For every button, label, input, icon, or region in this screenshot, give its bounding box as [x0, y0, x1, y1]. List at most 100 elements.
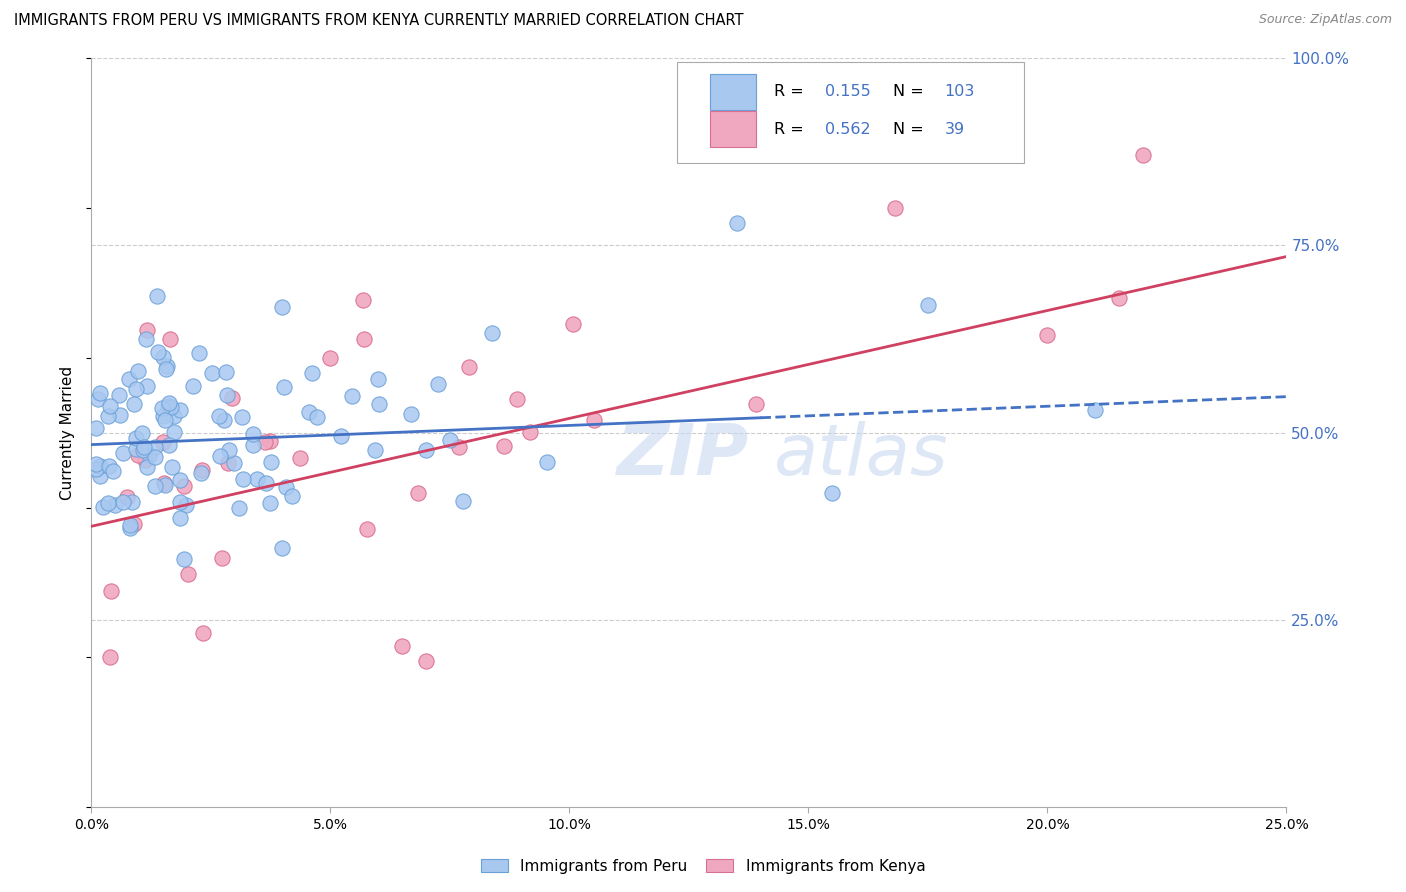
Point	[127, 364, 149, 378]
Point	[353, 332, 375, 346]
Point	[208, 409, 231, 424]
Point	[212, 413, 235, 427]
Point	[152, 350, 174, 364]
Point	[101, 464, 124, 478]
Point	[415, 654, 437, 668]
Point	[107, 388, 129, 402]
Point	[153, 475, 176, 490]
Legend: Immigrants from Peru, Immigrants from Kenya: Immigrants from Peru, Immigrants from Ke…	[474, 853, 932, 880]
Point	[111, 446, 134, 460]
Point	[131, 425, 153, 440]
Point	[270, 541, 292, 555]
Point	[221, 391, 243, 405]
Point	[163, 409, 186, 423]
Point	[427, 377, 450, 392]
Point	[176, 566, 198, 581]
Point	[135, 379, 157, 393]
Point	[246, 472, 269, 486]
Point	[84, 458, 107, 472]
Point	[201, 367, 224, 381]
Point	[884, 201, 907, 215]
Point	[342, 389, 364, 403]
Text: 0.155: 0.155	[825, 84, 870, 99]
Point	[367, 372, 389, 386]
Point	[254, 475, 277, 490]
Point	[135, 332, 157, 346]
Point	[181, 378, 204, 392]
Point	[124, 382, 146, 396]
Point	[1108, 291, 1130, 305]
Point	[91, 500, 114, 514]
Point	[89, 469, 111, 483]
Point	[193, 626, 215, 640]
Point	[259, 434, 281, 448]
Point	[536, 455, 558, 469]
Point	[100, 399, 122, 413]
Point	[352, 293, 374, 307]
Point	[356, 522, 378, 536]
FancyBboxPatch shape	[678, 62, 1024, 163]
Point	[118, 521, 141, 535]
Point	[169, 402, 191, 417]
Point	[1036, 328, 1059, 343]
Point	[156, 399, 179, 413]
Point	[169, 510, 191, 524]
Point	[98, 458, 121, 473]
Point	[439, 433, 461, 447]
Text: N =: N =	[893, 84, 929, 99]
Point	[254, 434, 277, 449]
Point	[115, 490, 138, 504]
Point	[134, 441, 156, 455]
Point	[301, 366, 323, 380]
Point	[153, 413, 176, 427]
Point	[160, 460, 183, 475]
Point	[104, 498, 127, 512]
Point	[191, 463, 214, 477]
Point	[917, 298, 939, 312]
Point	[280, 489, 302, 503]
Point	[155, 362, 177, 376]
Point	[260, 455, 283, 469]
Point	[146, 345, 169, 359]
Point	[415, 442, 437, 457]
Point	[228, 501, 250, 516]
Point	[406, 485, 429, 500]
Point	[89, 458, 111, 473]
Text: R =: R =	[773, 121, 808, 136]
Point	[120, 518, 142, 533]
Point	[152, 434, 174, 449]
Point	[232, 472, 254, 486]
Text: ZIP: ZIP	[616, 421, 748, 490]
Point	[143, 440, 166, 454]
Point	[125, 442, 148, 457]
Point	[176, 498, 198, 512]
Text: atlas: atlas	[772, 421, 948, 490]
Point	[211, 551, 233, 566]
Point	[494, 439, 516, 453]
Text: 39: 39	[945, 121, 965, 136]
Point	[152, 401, 174, 415]
Point	[363, 443, 385, 458]
Point	[108, 408, 131, 422]
Point	[270, 300, 292, 314]
Point	[273, 380, 295, 394]
Point	[218, 443, 240, 458]
Y-axis label: Currently Married: Currently Married	[60, 366, 76, 500]
Point	[217, 456, 239, 470]
Text: 103: 103	[945, 84, 976, 99]
Point	[231, 410, 253, 425]
Text: IMMIGRANTS FROM PERU VS IMMIGRANTS FROM KENYA CURRENTLY MARRIED CORRELATION CHAR: IMMIGRANTS FROM PERU VS IMMIGRANTS FROM …	[14, 13, 744, 29]
Point	[145, 450, 167, 465]
Point	[84, 461, 107, 475]
Point	[146, 289, 169, 303]
Text: 0.562: 0.562	[825, 121, 870, 136]
Text: N =: N =	[893, 121, 929, 136]
Point	[156, 359, 179, 373]
Point	[259, 496, 281, 510]
Point	[457, 360, 479, 375]
Point	[153, 477, 176, 491]
Point	[97, 496, 120, 510]
Point	[305, 409, 328, 424]
Point	[319, 351, 342, 365]
Point	[449, 440, 471, 454]
